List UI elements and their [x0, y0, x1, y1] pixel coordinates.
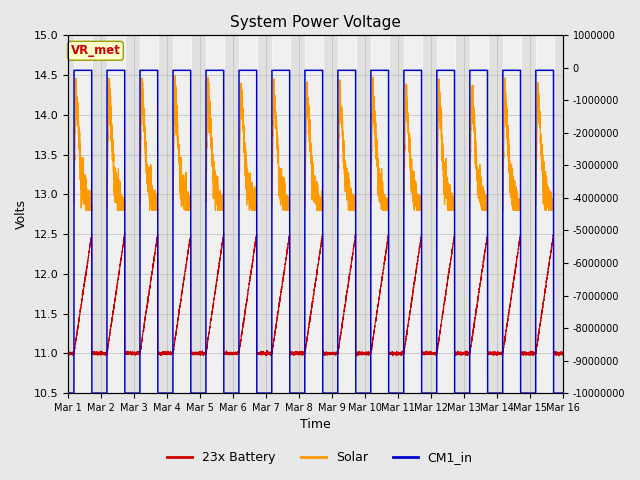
Bar: [371, 36, 388, 393]
Bar: [239, 36, 257, 393]
Y-axis label: Volts: Volts: [15, 199, 28, 229]
Bar: [272, 36, 290, 393]
Text: VR_met: VR_met: [70, 44, 120, 57]
Bar: [74, 36, 92, 393]
Bar: [173, 36, 191, 393]
Bar: [338, 36, 356, 393]
Bar: [503, 36, 520, 393]
X-axis label: Time: Time: [300, 419, 331, 432]
Bar: [569, 36, 586, 393]
Bar: [436, 36, 454, 393]
Bar: [536, 36, 554, 393]
Bar: [206, 36, 224, 393]
Bar: [107, 36, 125, 393]
Bar: [404, 36, 422, 393]
Bar: [470, 36, 488, 393]
Bar: [140, 36, 157, 393]
Title: System Power Voltage: System Power Voltage: [230, 15, 401, 30]
Bar: [305, 36, 323, 393]
Legend: 23x Battery, Solar, CM1_in: 23x Battery, Solar, CM1_in: [163, 446, 477, 469]
